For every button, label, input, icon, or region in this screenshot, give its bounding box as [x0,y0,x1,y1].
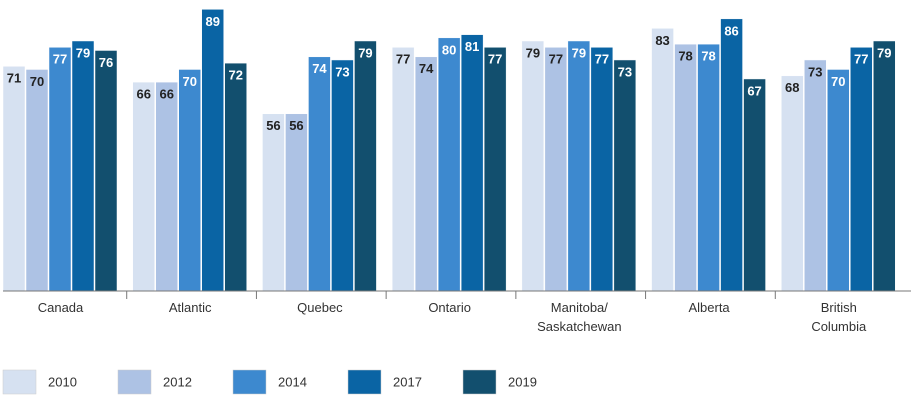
bar [850,47,873,292]
value-label: 80 [442,42,456,57]
value-label: 67 [747,83,761,98]
value-label: 79 [358,45,372,60]
value-label: 79 [526,45,540,60]
bar [613,59,637,292]
bar [544,47,568,292]
bar [331,59,354,292]
value-label: 77 [549,52,563,67]
value-label: 73 [808,64,822,79]
bar [94,50,118,292]
value-label: 56 [266,118,280,133]
value-label: 70 [831,74,845,89]
bar [201,9,224,292]
value-label: 77 [396,52,410,67]
value-label: 73 [335,64,349,79]
x-tick-label: Ontario [428,300,471,315]
bar [483,47,507,292]
bar [804,59,827,292]
bar [873,40,896,292]
bar [308,56,331,292]
bar [460,34,484,292]
bar [262,113,285,292]
value-label: 79 [877,45,891,60]
bar [48,47,72,292]
legend-swatch [347,369,382,395]
value-label: 72 [228,68,242,83]
value-label: 74 [419,61,434,76]
value-label: 83 [655,33,669,48]
value-label: 79 [572,45,586,60]
legend-label: 2014 [278,374,307,389]
bar [391,47,415,292]
value-label: 78 [701,49,715,64]
bar [521,40,545,292]
bar [285,113,308,292]
bar [178,69,201,292]
bar [354,40,377,292]
value-label: 77 [854,52,868,67]
bar [651,28,674,292]
legend-label: 2019 [508,374,537,389]
value-label: 66 [136,87,150,102]
value-label: 66 [159,87,173,102]
bar [132,81,155,292]
value-label: 70 [30,74,44,89]
legend-swatch [117,369,152,395]
legend-label: 2012 [163,374,192,389]
legend-label: 2017 [393,374,422,389]
value-label: 81 [465,39,479,54]
x-tick-label: British Columbia [811,300,867,334]
x-tick-label: Atlantic [169,300,212,315]
bar [827,69,850,292]
value-label: 74 [312,61,327,76]
value-label: 71 [7,71,21,86]
legend-swatch [462,369,497,395]
bar [743,78,766,292]
value-label: 77 [488,52,502,67]
value-label: 77 [53,52,67,67]
legend-swatch [2,369,37,395]
bar [697,43,720,292]
bar [720,18,743,292]
value-label: 89 [205,14,219,29]
bar [590,47,614,292]
bar [155,81,178,292]
value-label: 73 [618,64,632,79]
bar [71,40,95,292]
x-tick-label: Quebec [297,300,343,315]
value-label: 56 [289,118,303,133]
bar [437,37,461,292]
value-label: 70 [182,74,196,89]
bar [224,62,247,292]
legend-label: 2010 [48,374,77,389]
bar [2,66,26,292]
x-tick-label: Manitoba/Saskatchewan [537,300,622,334]
legend-swatch [232,369,267,395]
x-tick-label: Canada [38,300,84,315]
value-label: 86 [724,23,738,38]
bar [567,40,591,292]
value-label: 78 [678,49,692,64]
value-label: 76 [99,55,113,70]
bar [781,75,804,292]
bar [674,43,697,292]
bar [414,56,438,292]
x-tick-label: Alberta [688,300,730,315]
bar [25,69,49,292]
value-label: 79 [76,45,90,60]
value-label: 77 [595,52,609,67]
value-label: 68 [785,80,799,95]
